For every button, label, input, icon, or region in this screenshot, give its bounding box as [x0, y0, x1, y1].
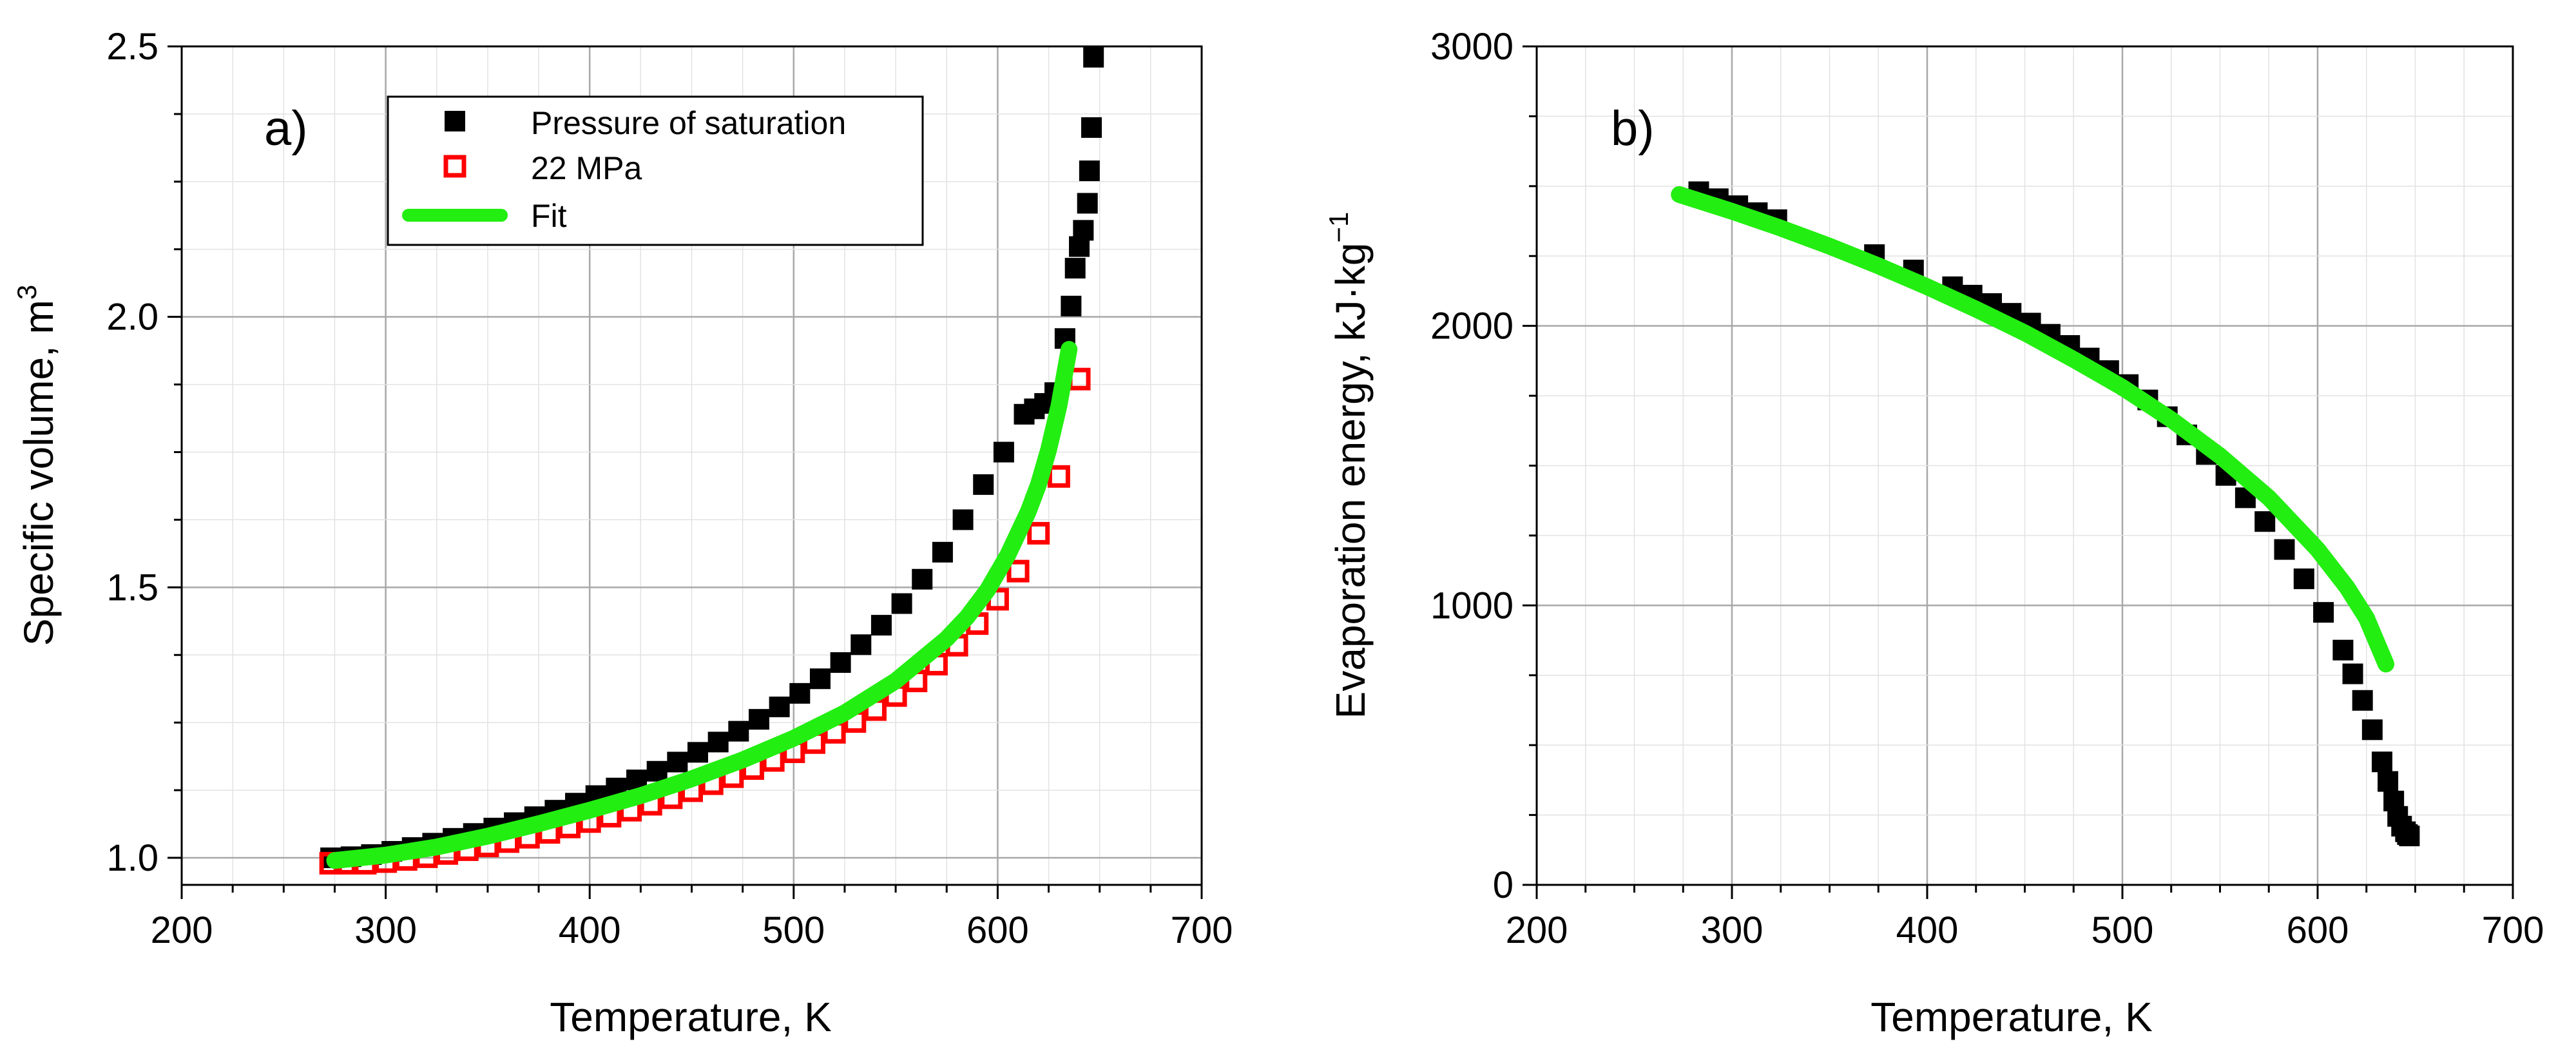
y-tick-label: 2.5 [106, 26, 159, 68]
panel-a-y-axis-title: Specific volume, m3 [12, 285, 62, 646]
data-point-saturation [1083, 46, 1104, 68]
data-point-saturation [646, 760, 668, 782]
data-point-saturation [2332, 639, 2354, 661]
data-point-saturation [809, 668, 831, 690]
data-point-22mpa [1027, 521, 1050, 545]
panel-a-label: a) [264, 101, 308, 156]
x-tick-label: 700 [2482, 909, 2544, 951]
panel-a-ticks: 200 300 400 500 600 700 1.0 1.5 2.0 2.5 [106, 26, 1233, 951]
data-point-saturation [2371, 751, 2392, 773]
data-point-saturation [667, 751, 688, 773]
data-point-saturation [891, 593, 912, 614]
data-point-saturation [687, 742, 708, 763]
panel-a-y-axis-title-main: Specific volume, m [15, 300, 62, 646]
panel-a-series [319, 46, 1104, 875]
data-point-saturation [1061, 295, 1082, 316]
data-point-saturation [932, 541, 953, 563]
data-point-saturation [851, 634, 872, 655]
data-point-saturation [2378, 771, 2399, 792]
data-point-saturation [830, 652, 851, 673]
data-point-22mpa [1006, 559, 1030, 583]
x-tick-label: 400 [1896, 909, 1959, 951]
panel-b-label: b) [1611, 101, 1655, 156]
panel-b-x-axis-title: Temperature, K [1870, 994, 2153, 1040]
y-tick-label: 2.0 [106, 296, 159, 338]
legend-label-saturation: Pressure of saturation [531, 105, 846, 141]
legend-marker-22mpa [443, 155, 466, 178]
data-point-saturation [993, 441, 1014, 463]
panel-b-y-axis-title-sup: −1 [1323, 212, 1354, 243]
x-tick-label: 400 [559, 909, 621, 951]
data-point-saturation [2254, 511, 2276, 532]
data-point-saturation [707, 731, 729, 753]
fit-line [1671, 186, 2395, 673]
data-point-saturation [2361, 719, 2383, 740]
y-tick-label: 3000 [1430, 26, 1514, 68]
data-point-saturation [1077, 193, 1098, 214]
x-tick-label: 600 [966, 909, 1029, 951]
fit-line [326, 341, 1078, 869]
legend-label-22mpa: 22 MPa [531, 150, 642, 186]
y-tick-label: 1.0 [106, 837, 159, 879]
x-tick-label: 600 [2287, 909, 2349, 951]
y-tick-label: 1000 [1430, 585, 1514, 626]
y-tick-label: 0 [1493, 864, 1514, 906]
data-point-saturation [748, 709, 769, 730]
data-point-22mpa [1047, 465, 1070, 488]
panel-b-y-axis-title-main: Evaporation energy, kJ·kg [1327, 243, 1374, 719]
x-tick-label: 700 [1171, 909, 1233, 951]
data-point-saturation [769, 696, 790, 717]
x-tick-label: 300 [1701, 909, 1764, 951]
legend-label-fit: Fit [531, 198, 567, 234]
data-point-saturation [2399, 826, 2420, 847]
x-tick-label: 200 [151, 909, 213, 951]
data-point-saturation [1079, 160, 1100, 182]
legend-marker-saturation [445, 111, 465, 131]
data-point-saturation [789, 682, 811, 704]
panel-b-ticks: 200 300 400 500 600 700 0 1000 2000 3000 [1430, 26, 2544, 951]
data-point-saturation [1081, 117, 1102, 138]
data-point-saturation [2352, 690, 2373, 711]
data-point-saturation [952, 509, 974, 530]
panel-b: 200 300 400 500 600 700 0 1000 2000 3000 b) Tempe… [1323, 26, 2544, 1040]
panel-b-series [1671, 181, 2420, 847]
data-point-saturation [1073, 220, 1094, 241]
x-tick-label: 300 [354, 909, 417, 951]
x-tick-label: 200 [1506, 909, 1568, 951]
y-tick-label: 2000 [1430, 305, 1514, 347]
data-point-saturation [1064, 258, 1086, 279]
data-point-saturation [912, 568, 933, 590]
data-point-saturation [870, 615, 892, 636]
data-point-saturation [973, 474, 994, 495]
y-tick-label: 1.5 [106, 566, 159, 608]
panel-b-y-axis-title: Evaporation energy, kJ·kg−1 [1323, 212, 1374, 719]
data-point-saturation [728, 721, 749, 742]
x-tick-label: 500 [2091, 909, 2154, 951]
panel-a-legend: Pressure of saturation 22 MPa Fit [387, 95, 924, 246]
panel-a-x-axis-title: Temperature, K [550, 994, 832, 1040]
data-point-saturation [2342, 663, 2363, 684]
panel-b-grid [1537, 46, 2513, 885]
panel-a-y-axis-title-sup: 3 [12, 285, 42, 300]
data-point-saturation [2274, 539, 2295, 560]
data-point-saturation [2293, 568, 2314, 590]
panel-a: 200 300 400 500 600 700 1.0 1.5 2.0 2.5 a) Temper… [12, 26, 1233, 1040]
data-point-saturation [2313, 602, 2334, 623]
x-tick-label: 500 [762, 909, 825, 951]
